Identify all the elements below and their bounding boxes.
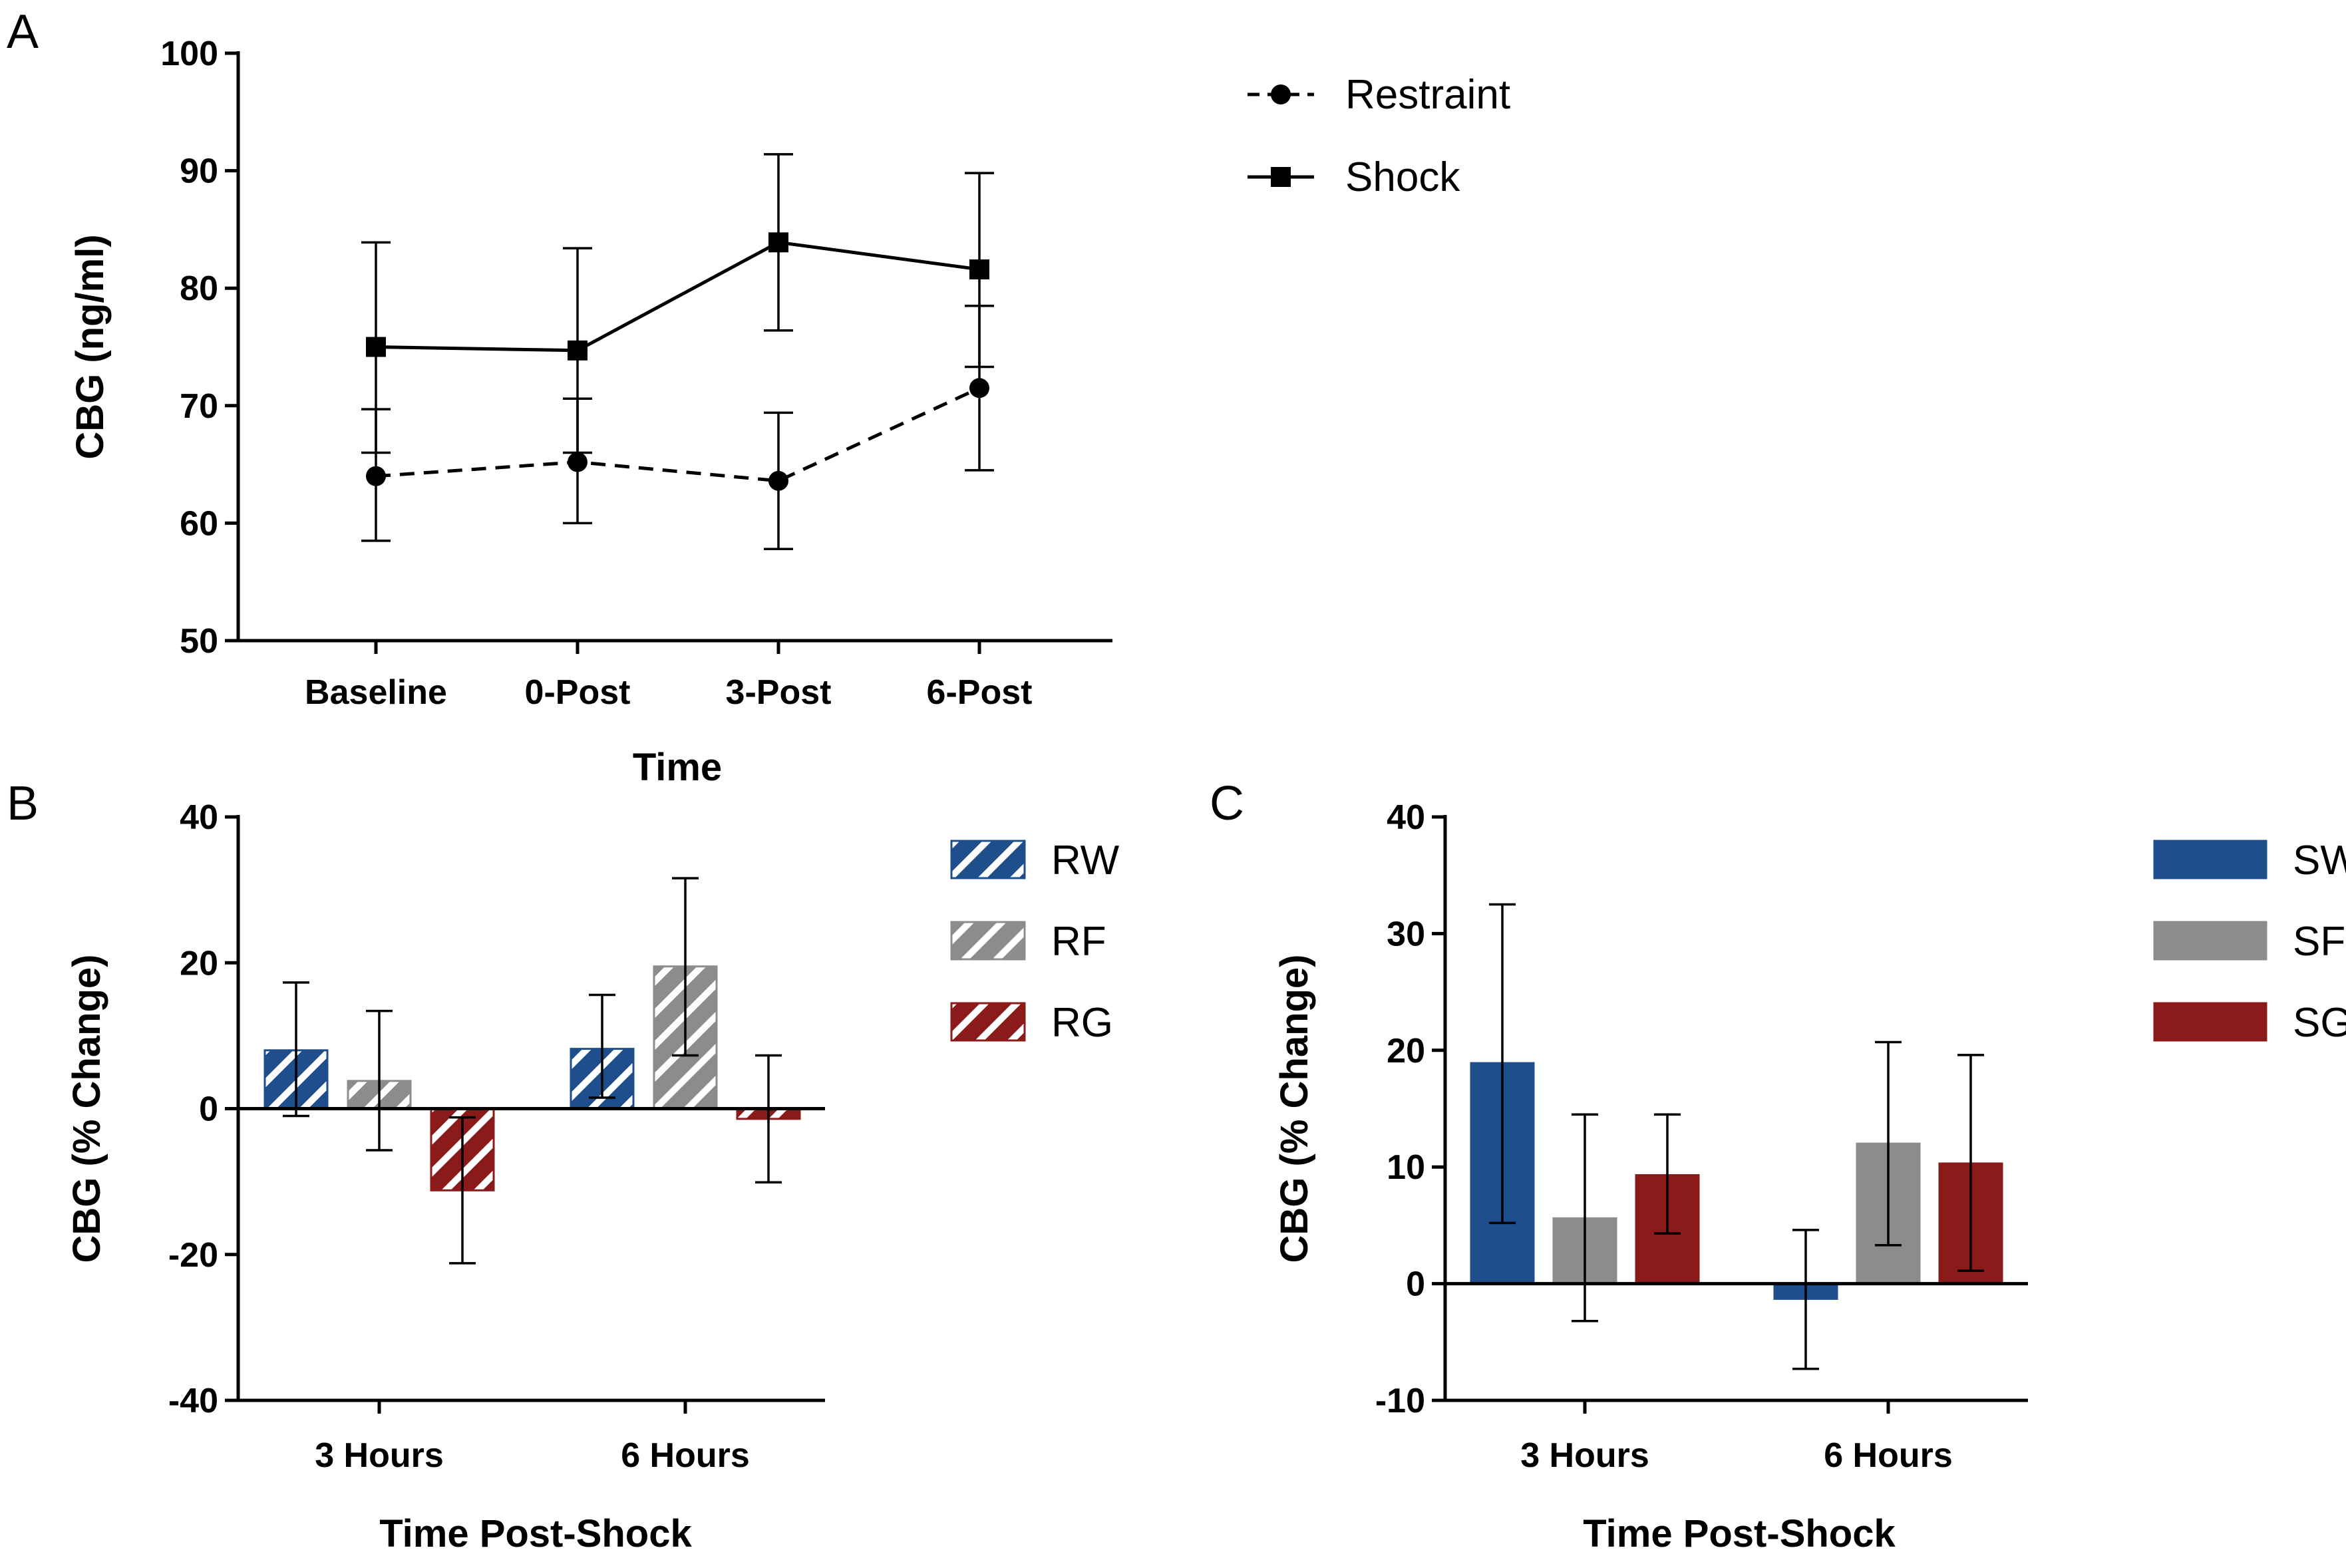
legend-rf-swatch — [950, 921, 1026, 961]
y-tick-label: 80 — [180, 269, 218, 308]
panel-c-bar-chart: -10 0 10 20 30 40 CBG (% Change) 3 Hours 6 Hours… — [1273, 798, 2346, 1555]
panel-letter-b: B — [7, 777, 39, 830]
legend-rw-label: RW — [1051, 838, 1120, 883]
y-tick-label: 30 — [1387, 915, 1425, 953]
x-tick-label-0-post: 0-Post — [525, 673, 631, 712]
legend-restraint-marker — [1271, 84, 1291, 104]
x-tick-label-3-hours: 3 Hours — [1520, 1436, 1649, 1475]
x-tick-label-3-hours: 3 Hours — [315, 1436, 444, 1475]
restraint-series-line — [375, 387, 981, 483]
y-tick-label: 10 — [1387, 1148, 1425, 1187]
y-tick-label: -10 — [1375, 1382, 1425, 1420]
panel-a-line-chart: 50 60 70 80 90 100 CBG (ng/ml) Time Baseline 0-Po… — [69, 35, 1510, 789]
legend-rw-swatch — [950, 840, 1026, 879]
y-tick-label: 20 — [180, 944, 218, 983]
y-axis-title: CBG (% Change) — [1273, 955, 1316, 1263]
y-tick-label: 0 — [199, 1090, 218, 1129]
shock-point — [768, 232, 788, 253]
x-axis-title: Time — [633, 746, 722, 789]
legend-rf-label: RF — [1051, 919, 1106, 965]
legend-rg-swatch — [950, 1002, 1026, 1042]
legend-shock-label: Shock — [1345, 154, 1460, 200]
y-tick-label: 60 — [180, 504, 218, 543]
y-axis-title: CBG (% Change) — [65, 955, 108, 1263]
y-tick-label: 40 — [1387, 798, 1425, 837]
legend-sg-label: SG — [2293, 1000, 2346, 1046]
x-axis-title: Time Post-Shock — [379, 1512, 692, 1555]
x-tick-label-6-hours: 6 Hours — [621, 1436, 750, 1475]
y-tick-label: 40 — [180, 798, 218, 837]
y-tick-label: 100 — [160, 35, 218, 73]
legend-sw-label: SW — [2293, 838, 2346, 883]
y-axis-title: CBG (ng/ml) — [69, 234, 112, 459]
panel-letter-a: A — [7, 5, 39, 59]
legend-sf-swatch — [2153, 921, 2267, 961]
shock-point — [366, 337, 386, 357]
y-tick-label: 90 — [180, 152, 218, 191]
legend-shock-marker — [1271, 167, 1291, 187]
restraint-point — [969, 378, 989, 398]
legend-restraint-label: Restraint — [1345, 72, 1510, 118]
x-tick-label-3-post: 3-Post — [726, 673, 832, 712]
panel-letter-c: C — [1210, 777, 1244, 830]
x-axis-title: Time Post-Shock — [1583, 1512, 1896, 1555]
x-tick-label-baseline: Baseline — [305, 673, 447, 712]
y-tick-label: 50 — [180, 622, 218, 661]
shock-point — [568, 340, 587, 361]
restraint-point — [568, 452, 587, 472]
y-tick-label: -40 — [168, 1382, 218, 1420]
restraint-point — [366, 466, 386, 486]
y-tick-label: 70 — [180, 387, 218, 426]
restraint-point — [768, 470, 788, 491]
panel-b-bar-chart: -40 -20 0 20 40 CBG (% Change) 3 Hours 6 Hours T… — [65, 798, 1120, 1555]
legend-sg-swatch — [2153, 1002, 2267, 1042]
shock-point — [969, 259, 989, 279]
legend-sf-label: SF — [2293, 919, 2345, 965]
y-tick-label: 20 — [1387, 1032, 1425, 1070]
shock-series-line — [375, 240, 980, 353]
y-tick-label: -20 — [168, 1236, 218, 1275]
x-tick-label-6-hours: 6 Hours — [1824, 1436, 1953, 1475]
y-tick-label: 0 — [1406, 1265, 1425, 1304]
legend-sw-swatch — [2153, 840, 2267, 879]
legend-rg-label: RG — [1051, 1000, 1113, 1046]
x-tick-label-6-post: 6-Post — [927, 673, 1033, 712]
